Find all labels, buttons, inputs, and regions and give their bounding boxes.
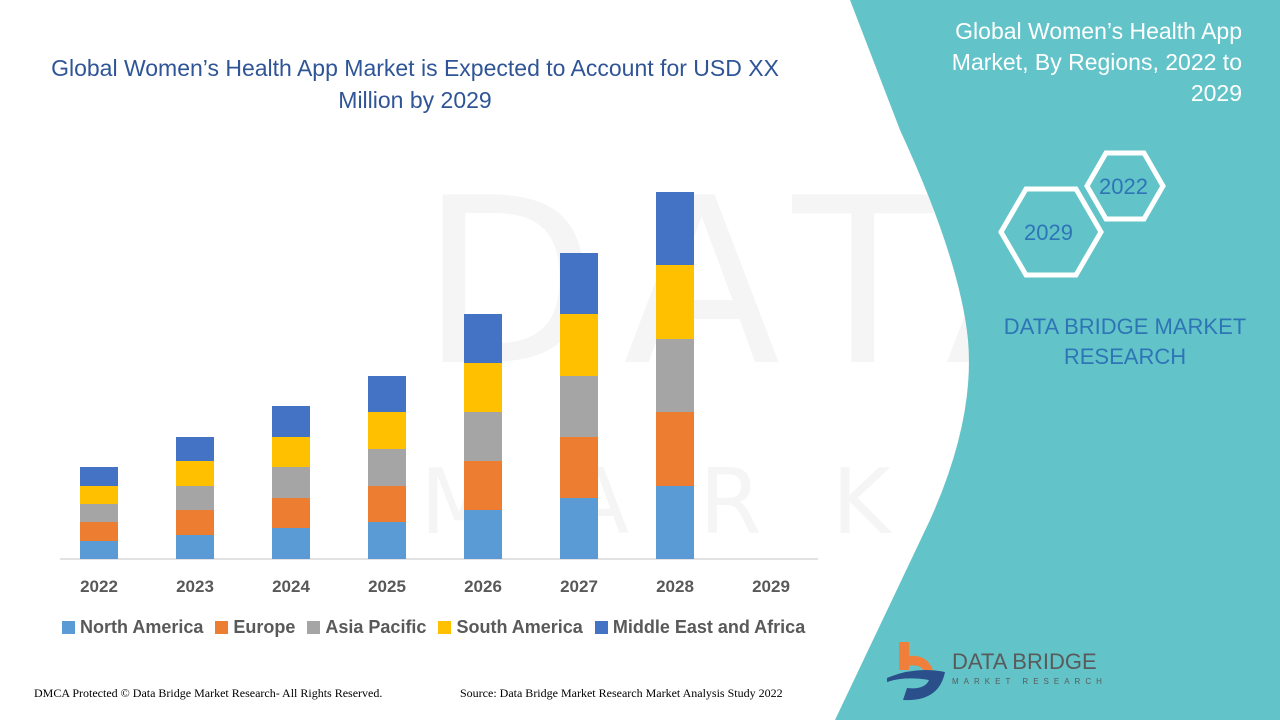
bar-segment-2026-europe xyxy=(464,461,502,510)
bar-segment-2023-middle-east-and-africa xyxy=(176,437,214,461)
x-tick-label: 2028 xyxy=(656,577,694,596)
bar-segment-2023-south-america xyxy=(176,461,214,486)
bar-segment-2024-middle-east-and-africa xyxy=(272,406,310,437)
copyright-footer: DMCA Protected © Data Bridge Market Rese… xyxy=(34,686,383,700)
bar-segment-2022-north-america xyxy=(80,541,118,559)
chart-title: Global Women’s Health App Market is Expe… xyxy=(51,55,779,113)
legend-label: Europe xyxy=(233,617,296,637)
legend-label: North America xyxy=(80,617,204,637)
legend-label: Middle East and Africa xyxy=(612,617,806,637)
hex-2022 xyxy=(1084,150,1166,222)
bar-segment-2028-europe xyxy=(656,412,694,486)
hex-label-2029: 2029 xyxy=(1024,220,1073,245)
legend-item: Europe xyxy=(215,617,295,638)
bar-segment-2023-asia-pacific xyxy=(176,486,214,510)
bar-segment-2026-asia-pacific xyxy=(464,412,502,461)
legend-swatch xyxy=(594,621,608,634)
x-tick-label: 2024 xyxy=(272,577,310,596)
bar-segment-2027-middle-east-and-africa xyxy=(560,253,598,314)
legend-swatch xyxy=(438,621,452,634)
logo-subtext: MARKET RESEARCH xyxy=(952,677,1107,686)
legend-item: Asia Pacific xyxy=(307,617,426,638)
bar-segment-2024-europe xyxy=(272,498,310,528)
bar-segment-2023-north-america xyxy=(176,535,214,559)
bar-segment-2028-south-america xyxy=(656,265,694,339)
bar-segment-2028-north-america xyxy=(656,486,694,559)
bar-segment-2024-south-america xyxy=(272,437,310,467)
bar-segment-2027-north-america xyxy=(560,498,598,559)
bar-segment-2025-asia-pacific xyxy=(368,449,406,486)
legend-swatch xyxy=(62,621,75,634)
bar-segment-2028-asia-pacific xyxy=(656,339,694,412)
bar-segment-2026-middle-east-and-africa xyxy=(464,314,502,363)
bar-segment-2023-europe xyxy=(176,510,214,535)
bar-segment-2025-south-america xyxy=(368,412,406,449)
stacked-bar-chart: 2022 2023 2024 2025 2026 2027 2028 2029 xyxy=(60,192,818,596)
hex-label-2022: 2022 xyxy=(1099,174,1148,199)
bar-segment-2024-north-america xyxy=(272,528,310,559)
side-panel-title: Global Women’s Health App Market, By Reg… xyxy=(951,18,1242,106)
bar-segment-2022-europe xyxy=(80,522,118,541)
bar-segment-2025-middle-east-and-africa xyxy=(368,376,406,412)
bar-segment-2022-asia-pacific xyxy=(80,504,118,522)
bar-segment-2027-south-america xyxy=(560,314,598,376)
bar-segment-2025-north-america xyxy=(368,522,406,559)
bar-segment-2026-north-america xyxy=(464,510,502,559)
bar-segment-2026-south-america xyxy=(464,363,502,412)
hex-2029 xyxy=(998,186,1104,278)
legend-swatch xyxy=(307,621,321,634)
legend-label: Asia Pacific xyxy=(325,617,427,637)
x-tick-label: 2029 xyxy=(752,577,790,596)
x-tick-label: 2025 xyxy=(368,577,406,596)
bar-segment-2024-asia-pacific xyxy=(272,467,310,498)
bar-segment-2027-europe xyxy=(560,437,598,498)
legend: North America Europe Asia Pacific South Ame… xyxy=(62,617,805,638)
legend-item: Middle East and Africa xyxy=(594,617,806,638)
legend-item: North America xyxy=(62,617,203,638)
brand-text: DATA BRIDGE MARKET RESEARCH xyxy=(1003,314,1247,369)
data-bridge-logo-icon xyxy=(887,642,945,701)
bar-segment-2027-asia-pacific xyxy=(560,376,598,437)
bar-segment-2028-middle-east-and-africa xyxy=(656,192,694,265)
x-tick-label: 2022 xyxy=(80,577,118,596)
bar-segment-2022-middle-east-and-africa xyxy=(80,467,118,486)
x-tick-label: 2023 xyxy=(176,577,214,596)
legend-item: South America xyxy=(438,617,583,638)
legend-swatch xyxy=(215,621,229,634)
x-tick-label: 2027 xyxy=(560,577,598,596)
logo-text: DATA BRIDGE xyxy=(952,649,1097,674)
legend-label: South America xyxy=(456,617,583,637)
bar-segment-2022-south-america xyxy=(80,486,118,504)
bar-segment-2025-europe xyxy=(368,486,406,522)
x-tick-label: 2026 xyxy=(464,577,502,596)
source-footer: Source: Data Bridge Market Research Mark… xyxy=(460,686,783,700)
